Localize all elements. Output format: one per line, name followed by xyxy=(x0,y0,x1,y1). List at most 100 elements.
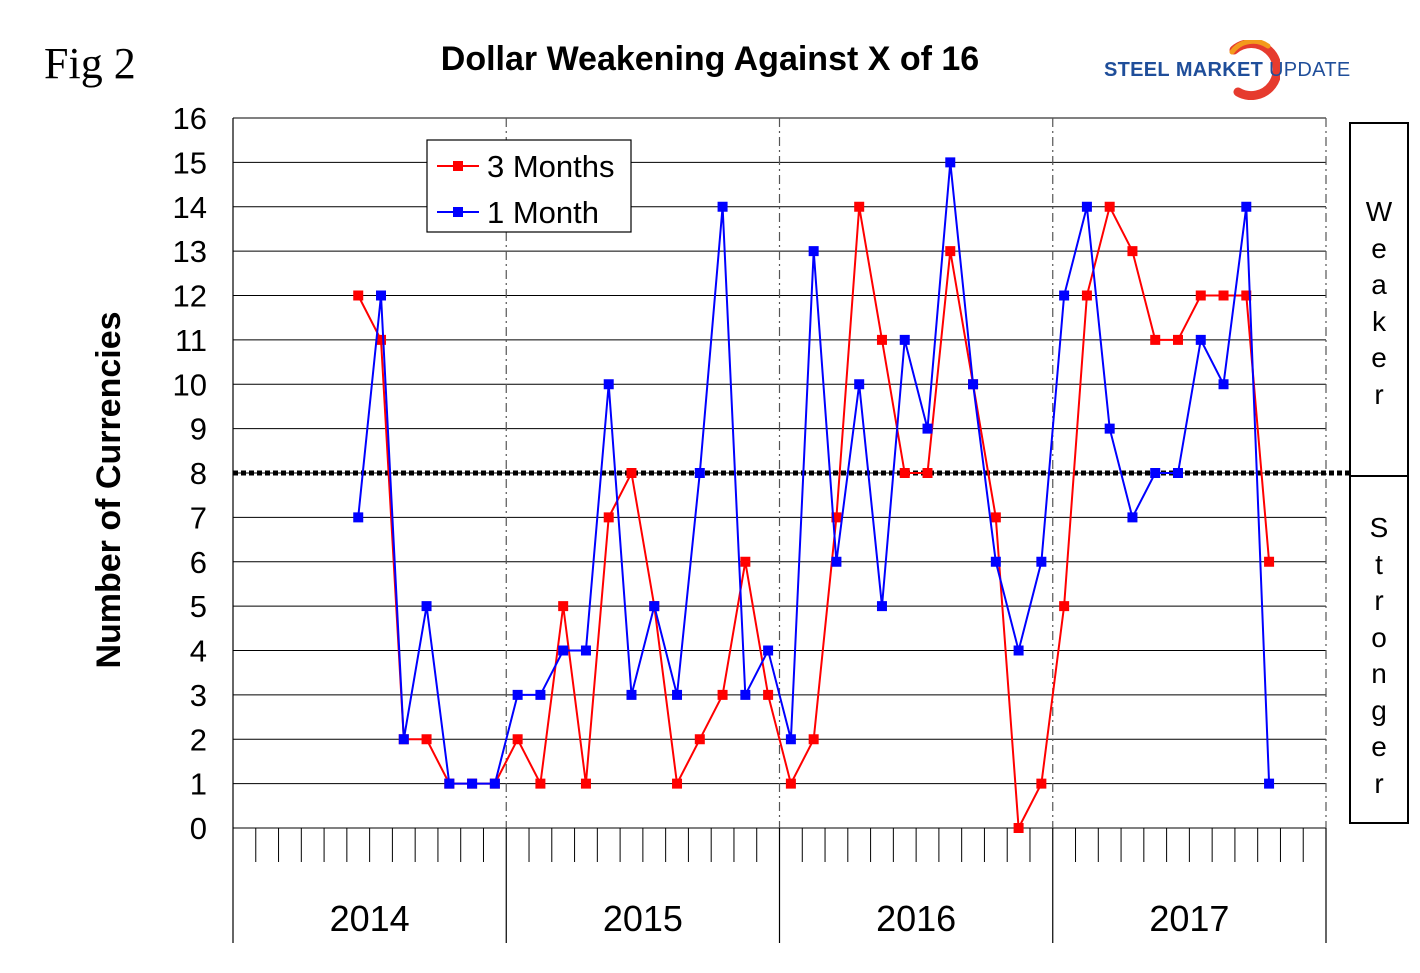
data-point xyxy=(1013,645,1024,656)
legend-label: 1 Month xyxy=(487,195,599,230)
steel-market-update-logo: STEEL MARKET UPDATE xyxy=(1100,40,1360,102)
data-point xyxy=(717,201,728,212)
series-1-month xyxy=(353,157,1275,789)
data-point xyxy=(444,778,455,789)
data-point xyxy=(1195,334,1206,345)
data-point xyxy=(854,379,865,390)
data-point xyxy=(831,512,842,523)
chart-title: Dollar Weakening Against X of 16 xyxy=(440,40,980,78)
data-point xyxy=(421,601,432,612)
data-point xyxy=(558,601,569,612)
data-point xyxy=(376,334,387,345)
y-tick-label: 4 xyxy=(190,634,207,669)
data-point xyxy=(740,689,751,700)
side-divider xyxy=(1351,475,1407,477)
data-point xyxy=(1241,201,1252,212)
y-tick-label: 5 xyxy=(190,589,207,624)
legend-label: 3 Months xyxy=(487,149,615,184)
data-point xyxy=(1150,334,1161,345)
data-point xyxy=(1013,823,1024,833)
data-point xyxy=(831,556,842,567)
data-point xyxy=(1081,201,1092,212)
y-tick-label: 0 xyxy=(190,811,207,846)
data-point xyxy=(990,512,1001,523)
y-tick-label: 9 xyxy=(190,412,207,447)
data-point xyxy=(535,778,546,789)
data-point xyxy=(968,379,979,390)
data-point xyxy=(1036,778,1047,789)
logo-steel: STEEL xyxy=(1104,59,1170,81)
x-year-label: 2016 xyxy=(876,898,956,939)
data-point xyxy=(1218,379,1229,390)
data-point xyxy=(1264,778,1275,789)
data-point xyxy=(922,423,933,434)
data-point xyxy=(626,689,637,700)
data-point xyxy=(876,334,887,345)
data-point xyxy=(945,246,956,257)
data-point xyxy=(763,689,774,700)
data-point xyxy=(580,778,591,789)
y-axis-label: Number of Currencies xyxy=(90,311,128,668)
data-point xyxy=(1150,468,1161,478)
data-point xyxy=(398,734,409,745)
data-point xyxy=(1104,423,1115,434)
data-point xyxy=(763,645,774,656)
data-point xyxy=(649,601,660,612)
y-tick-label: 14 xyxy=(173,190,207,225)
data-point xyxy=(808,734,819,745)
data-point xyxy=(580,645,591,656)
data-point xyxy=(1127,512,1138,523)
legend: 3 Months 1 Month xyxy=(426,139,632,233)
data-point xyxy=(421,734,432,745)
y-tick-label: 16 xyxy=(173,101,207,136)
x-year-label: 2015 xyxy=(603,898,683,939)
figure-label: Fig 2 xyxy=(44,39,136,88)
data-point xyxy=(740,556,751,567)
logo-market: MARKET xyxy=(1175,59,1264,81)
data-point xyxy=(990,556,1001,567)
data-point xyxy=(1059,601,1070,612)
data-point xyxy=(945,157,956,168)
x-axis: 2014 2015 2016 2017 xyxy=(232,828,1327,943)
logo-arc-icon xyxy=(1229,40,1280,100)
data-point xyxy=(876,601,887,612)
logo-update: UPDATE xyxy=(1269,59,1351,81)
data-point xyxy=(1218,290,1229,301)
data-point xyxy=(1172,468,1183,478)
y-tick-label: 13 xyxy=(173,234,207,269)
data-point xyxy=(512,734,523,745)
y-tick-label: 12 xyxy=(173,279,207,314)
data-point xyxy=(1059,290,1070,301)
series-group xyxy=(353,157,1275,833)
x-year-label: 2014 xyxy=(330,898,410,939)
y-tick-label: 11 xyxy=(175,323,207,358)
data-point xyxy=(1036,556,1047,567)
y-tick-label: 15 xyxy=(173,145,207,180)
data-point xyxy=(535,689,546,700)
data-point xyxy=(694,734,705,745)
data-point xyxy=(353,290,364,301)
y-tick-label: 8 xyxy=(190,456,207,491)
data-point xyxy=(1172,334,1183,345)
data-point xyxy=(785,734,796,745)
data-point xyxy=(672,778,683,789)
legend-swatch-marker xyxy=(453,161,463,171)
y-tick-label: 2 xyxy=(190,722,207,757)
y-tick-label: 3 xyxy=(190,678,207,713)
y-tick-label: 6 xyxy=(190,545,207,580)
x-year-label: 2017 xyxy=(1149,898,1229,939)
data-point xyxy=(558,645,569,656)
data-point xyxy=(626,468,637,478)
data-point xyxy=(1104,201,1115,212)
data-point xyxy=(717,689,728,700)
data-point xyxy=(672,689,683,700)
data-point xyxy=(854,201,865,212)
data-point xyxy=(899,334,910,345)
data-point xyxy=(603,379,614,390)
data-point xyxy=(1195,290,1206,301)
data-point xyxy=(467,778,478,789)
